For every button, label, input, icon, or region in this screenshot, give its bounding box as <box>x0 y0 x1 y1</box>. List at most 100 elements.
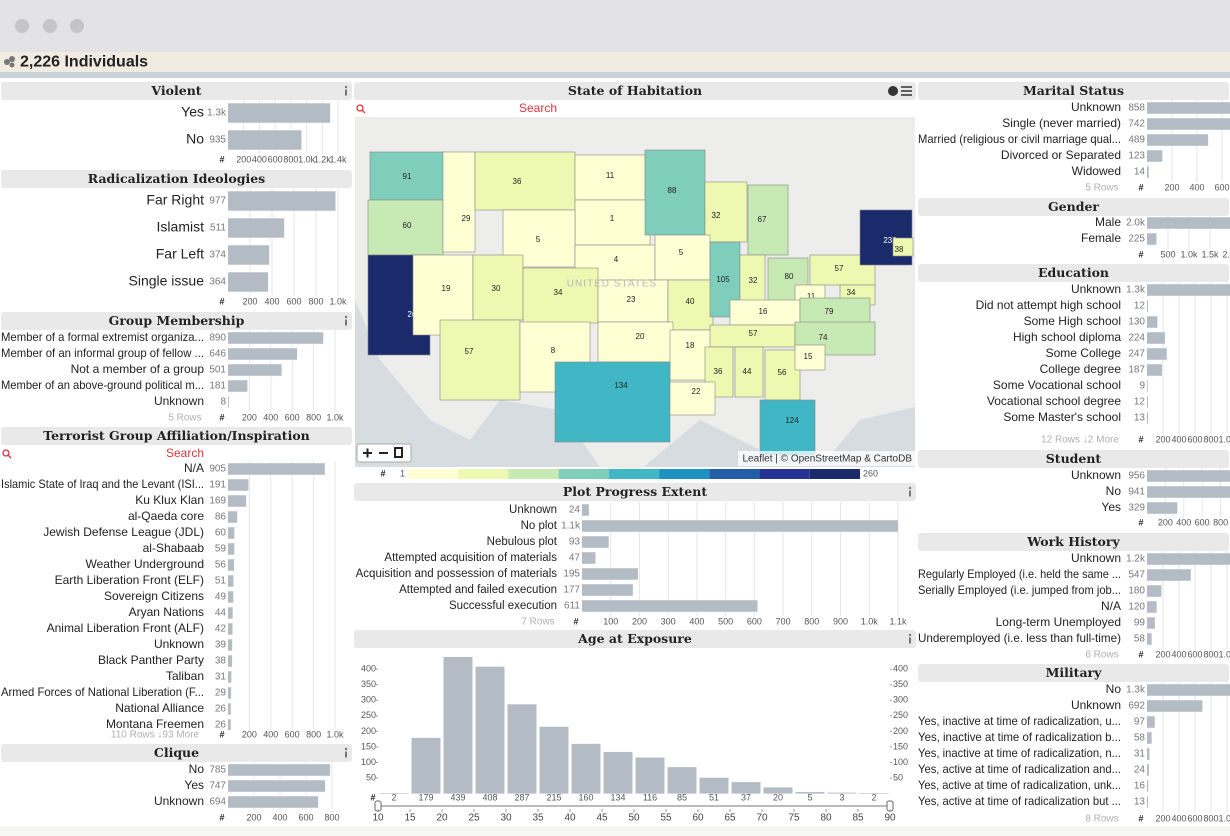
bar <box>228 272 269 292</box>
value-label: 747 <box>209 781 226 792</box>
axis-label: # <box>370 792 375 802</box>
browser-chrome <box>0 0 1230 52</box>
x-tick-label: 40 <box>564 813 576 824</box>
state[interactable] <box>367 199 444 256</box>
info-icon[interactable] <box>908 486 912 497</box>
state-value: 134 <box>614 381 628 390</box>
state[interactable] <box>522 267 599 324</box>
x-tick-label: 800 <box>1213 517 1228 527</box>
category-label: Some College <box>1046 346 1122 360</box>
x-tick-label: 1.0k <box>1218 813 1230 823</box>
axis-label: # <box>1138 813 1143 823</box>
count-label: 215 <box>546 792 561 802</box>
panel-title: Age at Exposure <box>577 631 692 646</box>
category-label: Yes <box>181 104 204 120</box>
x-tick-label: 800 <box>306 412 321 422</box>
x-tick-label: 1.0k <box>326 412 344 422</box>
category-label: Member of a formal extremist organiza... <box>1 330 204 344</box>
count-label: 439 <box>450 792 465 802</box>
state-value: 233 <box>883 236 897 245</box>
state[interactable] <box>442 151 476 253</box>
x-tick-label: 1.0k <box>861 616 879 626</box>
info-icon[interactable] <box>344 747 348 758</box>
header-bar <box>0 52 1230 72</box>
state[interactable] <box>669 381 716 416</box>
state[interactable] <box>704 181 748 243</box>
state[interactable] <box>759 399 816 456</box>
state[interactable] <box>554 361 671 443</box>
state[interactable] <box>654 234 711 281</box>
x-tick-label: 1.1k <box>889 616 907 626</box>
category-label: Montana Freemen <box>106 717 204 731</box>
rows: No 1.3k Unknown 692 Yes, inactive at time of… <box>918 682 1230 808</box>
state[interactable] <box>734 346 764 398</box>
state-value: 32 <box>749 276 758 285</box>
value-label: 120 <box>1128 602 1145 613</box>
state[interactable] <box>667 279 714 331</box>
x-tick-label: 200 <box>1164 182 1179 192</box>
state[interactable] <box>574 199 651 246</box>
x-tick-label: 1.0k <box>1180 249 1198 259</box>
state[interactable] <box>369 151 446 201</box>
window-button[interactable] <box>15 19 29 33</box>
bar <box>228 218 285 238</box>
state[interactable] <box>474 151 576 211</box>
bar <box>1147 716 1155 728</box>
bar <box>1147 700 1203 712</box>
state[interactable] <box>644 149 706 236</box>
info-icon[interactable] <box>908 633 912 644</box>
value-label: 93 <box>569 537 581 548</box>
axis-label: # <box>1138 182 1143 192</box>
axis-label: # <box>1138 517 1143 527</box>
value-label: 31 <box>1134 749 1146 760</box>
window-button[interactable] <box>43 19 57 33</box>
state[interactable] <box>574 154 646 201</box>
info-icon[interactable] <box>344 315 348 326</box>
bar <box>228 591 234 603</box>
panel-title: Clique <box>154 745 199 760</box>
globe-icon[interactable] <box>888 86 898 96</box>
category-label: Unknown <box>154 394 204 408</box>
value-label: 51 <box>215 576 227 587</box>
bar <box>228 764 331 776</box>
state-value: 88 <box>668 186 677 195</box>
row-count: 12 Rows ↓2 More <box>1041 435 1119 446</box>
panel-title: Radicalization Ideologies <box>88 171 265 186</box>
bar <box>1147 233 1157 245</box>
x-tick-label: 400 <box>1189 182 1204 192</box>
x-tick-label: 200 <box>1155 649 1170 659</box>
value-label: 225 <box>1128 234 1145 245</box>
bar <box>228 332 324 344</box>
x-tick-label: 600 <box>1195 517 1210 527</box>
x-tick-label: 800 <box>804 616 819 626</box>
bar <box>228 623 233 635</box>
state[interactable] <box>747 184 789 256</box>
search-box[interactable]: Search <box>166 446 204 460</box>
state[interactable] <box>597 279 669 323</box>
window-button[interactable] <box>70 19 84 33</box>
x-tick-label: 400 <box>1176 517 1191 527</box>
histogram-bar <box>411 737 441 794</box>
search-box[interactable]: Search <box>519 101 557 115</box>
x-tick-label: 200 <box>242 412 257 422</box>
value-label: 1.3k <box>207 108 227 119</box>
histogram-bar <box>699 777 729 794</box>
x-tick-label: 35 <box>532 813 544 824</box>
state[interactable] <box>597 321 674 363</box>
state[interactable] <box>729 299 801 326</box>
state[interactable] <box>439 319 521 401</box>
y-tick-label: 150 <box>893 741 908 751</box>
row-count: 7 Rows <box>521 617 554 628</box>
state[interactable] <box>764 349 801 401</box>
state[interactable] <box>794 344 826 371</box>
info-icon[interactable] <box>344 85 348 96</box>
x-tick-label: 50 <box>628 813 640 824</box>
x-tick-label: 75 <box>788 813 800 824</box>
value-label: 858 <box>1128 103 1145 114</box>
state-value: 1 <box>610 214 615 223</box>
category-label: Member of an above-ground political m... <box>1 378 204 392</box>
state[interactable] <box>472 254 524 321</box>
state[interactable] <box>892 237 914 257</box>
category-label: Unknown <box>1071 698 1121 712</box>
